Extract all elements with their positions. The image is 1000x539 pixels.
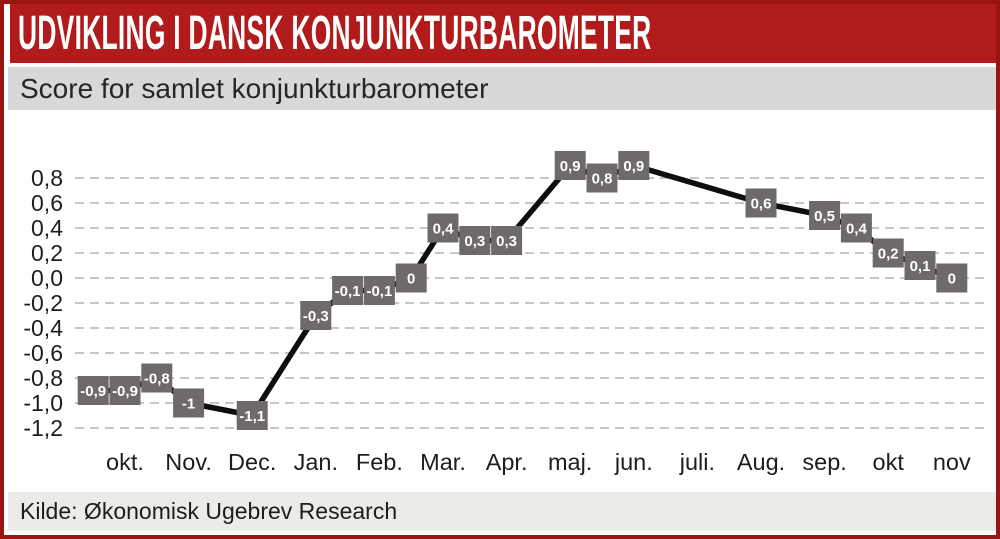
source-text: Kilde: Økonomisk Ugebrev Research xyxy=(20,498,398,524)
data-point-marker xyxy=(586,163,618,193)
x-axis-label: okt xyxy=(873,449,905,475)
y-axis-label: -0,6 xyxy=(23,340,63,366)
data-point-marker xyxy=(109,376,141,405)
data-point-label: 0,8 xyxy=(592,171,613,188)
data-point-marker xyxy=(491,226,523,255)
y-axis-label: -0,4 xyxy=(23,315,63,341)
y-axis-label: -1,2 xyxy=(23,415,63,441)
data-point-marker xyxy=(236,401,268,430)
x-axis-label: Jan. xyxy=(294,449,338,475)
x-axis-label: Mar. xyxy=(420,449,466,475)
data-point-label: -0,3 xyxy=(303,308,329,325)
x-axis-label: okt. xyxy=(106,449,144,475)
data-point-marker xyxy=(936,263,968,293)
line-chart: 0,80,60,40,20,0-0,2-0,4-0,6-0,8-1,0-1,2o… xyxy=(23,151,988,475)
y-axis-label: 0,2 xyxy=(31,240,63,266)
data-point-label: 0,4 xyxy=(846,221,868,238)
data-point-label: -0,9 xyxy=(80,383,106,400)
data-point-label: 0,5 xyxy=(814,208,835,225)
data-point-label: 0,6 xyxy=(751,196,772,213)
y-axis-label: 0,6 xyxy=(31,190,63,216)
page-title: UDVIKLING I DANSK KONJUNKTURBAROMETER xyxy=(18,7,652,60)
data-point-label: -1,1 xyxy=(239,408,265,425)
data-point-label: 0,9 xyxy=(623,158,644,175)
data-point-label: 0,3 xyxy=(496,233,517,250)
y-axis-label: -0,2 xyxy=(23,290,63,316)
source-bar: Kilde: Økonomisk Ugebrev Research xyxy=(8,492,996,531)
data-point-marker xyxy=(173,388,205,418)
data-point-marker xyxy=(809,201,841,230)
data-point-marker xyxy=(363,276,395,305)
x-axis-label: sep. xyxy=(802,449,846,475)
data-point-marker xyxy=(332,276,364,305)
data-point-marker xyxy=(618,151,650,180)
y-axis-label: 0,4 xyxy=(31,215,63,241)
data-point-marker xyxy=(395,263,427,293)
header-bar: UDVIKLING I DANSK KONJUNKTURBAROMETER xyxy=(10,4,996,63)
data-point-marker xyxy=(459,226,491,255)
x-axis-label: Nov. xyxy=(165,449,212,475)
data-point-label: -0,1 xyxy=(366,283,392,300)
data-point-label: -0,8 xyxy=(144,371,170,388)
x-axis-label: Feb. xyxy=(356,449,403,475)
data-point-label: 0 xyxy=(407,271,415,288)
y-axis-label: 0,0 xyxy=(31,265,63,291)
data-point-marker xyxy=(427,213,459,243)
data-point-label: -0,1 xyxy=(335,283,361,300)
data-point-label: 0,9 xyxy=(560,158,581,175)
data-point-label: 0,4 xyxy=(433,221,455,238)
x-axis-label: jun. xyxy=(614,449,653,475)
x-axis-label: nov xyxy=(933,449,971,475)
data-point-label: 0 xyxy=(948,271,956,288)
data-point-marker xyxy=(904,251,936,280)
y-axis-label: -0,8 xyxy=(23,365,63,391)
data-point-marker xyxy=(300,301,332,330)
y-axis-label: -1,0 xyxy=(23,390,63,416)
data-point-marker xyxy=(77,376,109,405)
data-point-label: -1 xyxy=(182,396,195,413)
data-point-label: 0,2 xyxy=(878,246,899,263)
x-axis-label: Apr. xyxy=(486,449,528,475)
data-point-marker xyxy=(840,213,872,243)
data-point-marker xyxy=(745,188,777,218)
x-axis-label: maj. xyxy=(548,449,592,475)
x-axis-label: Aug. xyxy=(737,449,785,475)
data-point-label: 0,3 xyxy=(464,233,485,250)
x-axis-label: juli. xyxy=(679,449,715,475)
data-point-marker xyxy=(554,151,586,180)
x-axis-label: Dec. xyxy=(228,449,276,475)
data-point-marker xyxy=(872,238,904,268)
y-axis-label: 0,8 xyxy=(31,165,63,191)
data-point-label: 0,1 xyxy=(910,258,931,275)
data-point-marker xyxy=(141,363,173,393)
data-point-label: -0,9 xyxy=(112,383,138,400)
chart-subtitle: Score for samlet konjunkturbarometer xyxy=(20,72,489,104)
subtitle-bar: Score for samlet konjunkturbarometer xyxy=(8,67,996,110)
